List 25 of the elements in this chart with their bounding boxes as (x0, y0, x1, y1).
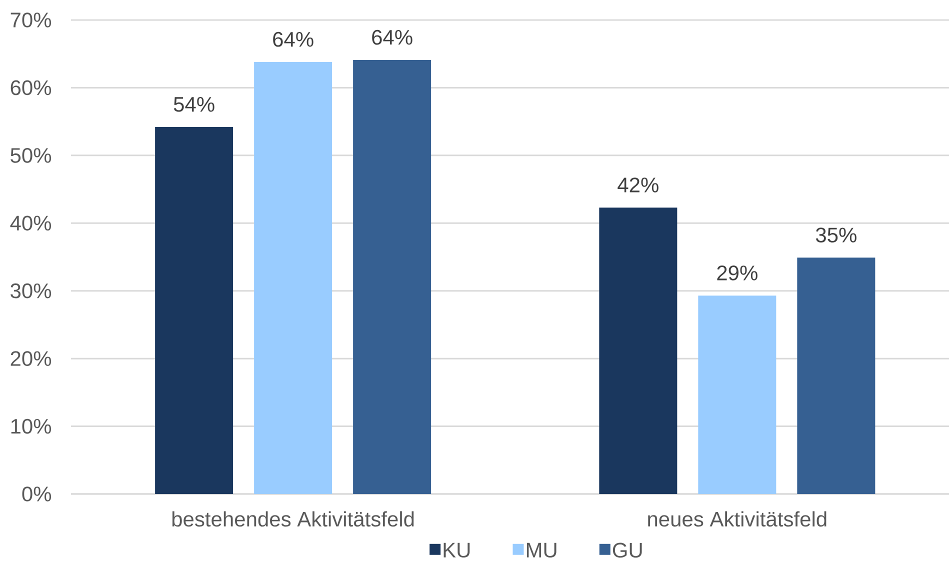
legend-label: MU (526, 542, 556, 558)
data-label: 54% (174, 97, 214, 112)
data-label: 64% (372, 30, 412, 45)
bar (155, 126, 234, 494)
y-tick-label: 30% (10, 283, 52, 298)
legend-label: KU (444, 542, 470, 558)
bar (254, 62, 332, 494)
data-label: 42% (618, 178, 658, 192)
bar (797, 258, 876, 494)
data-label: 35% (816, 228, 856, 242)
x-tick-label: neues Aktivitätsfeld (648, 511, 826, 527)
data-label: 64% (273, 32, 314, 47)
y-tick-label: 50% (10, 148, 52, 163)
y-tick-label: 70% (10, 12, 52, 28)
bar (698, 296, 776, 494)
y-tick-label: 10% (11, 418, 52, 434)
y-tick-label: 20% (10, 351, 52, 366)
data-label: 29% (717, 266, 758, 280)
legend-label: GU (612, 542, 642, 558)
x-tick-label: bestehendes Aktivitätsfeld (172, 511, 414, 527)
bar (353, 60, 432, 494)
y-tick-label: 0% (22, 486, 52, 502)
bar (599, 208, 678, 494)
y-tick-label: 40% (10, 216, 52, 231)
y-tick-label: 60% (10, 80, 52, 96)
